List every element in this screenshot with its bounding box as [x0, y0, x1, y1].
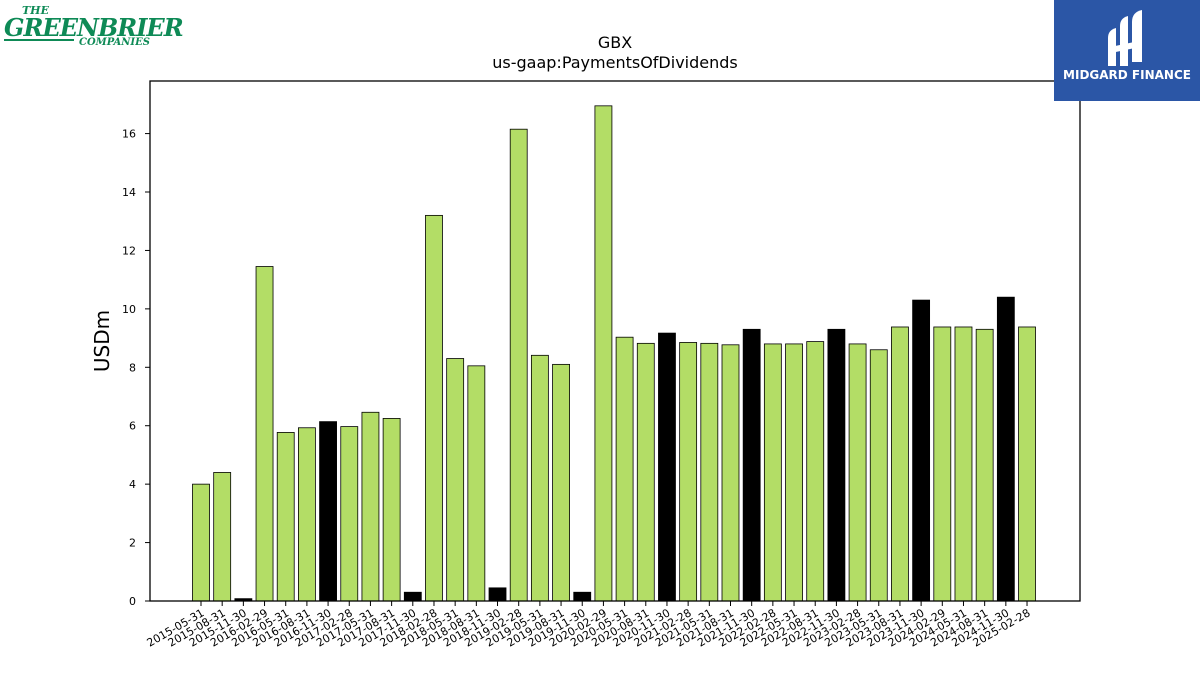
bar-2020-08-31 [636, 342, 655, 602]
y-tick-label: 4 [129, 478, 136, 491]
bar-2018-05-31 [446, 358, 465, 602]
midgard-finance-logo: MIDGARD FINANCE [1054, 0, 1200, 101]
bar-2019-02-28 [509, 128, 528, 602]
chart-subtitle: us-gaap:PaymentsOfDividends [492, 53, 737, 72]
bar-2016-11-30 [319, 421, 337, 602]
bar-2021-08-31 [721, 344, 740, 602]
greenbrier-logo: THE GREENBRIER COMPANIES [4, 4, 184, 54]
bar-2022-11-30 [827, 328, 846, 602]
midgard-finance-name: MIDGARD FINANCE [1063, 68, 1191, 82]
bar-2017-02-28 [340, 426, 359, 602]
bar-2021-11-30 [742, 328, 761, 602]
bars-group [192, 105, 1036, 602]
bar-2020-11-30 [658, 332, 676, 602]
bar-2021-02-28 [679, 342, 698, 602]
y-ticks-group: 0 2 4 6 8 10 12 14 16 [122, 128, 150, 608]
bar-2024-08-31 [975, 328, 994, 602]
bar-2017-08-31 [382, 418, 401, 602]
greenbrier-logo-companies: COMPANIES [79, 37, 150, 48]
bar-2020-02-29 [594, 105, 613, 602]
bar-2018-02-28 [425, 214, 443, 602]
greenbrier-logo-the: THE [22, 4, 49, 17]
plot-frame [149, 80, 1081, 602]
bar-2023-11-30 [912, 299, 931, 602]
greenbrier-logo-rule [4, 39, 74, 41]
bar-2018-11-30 [488, 587, 507, 602]
x-ticks-group: 2015-05-312015-08-312015-11-302016-02-29… [145, 601, 1033, 650]
bar-2023-05-31 [869, 349, 888, 602]
bar-2017-05-31 [361, 411, 380, 602]
bar-2022-08-31 [806, 341, 825, 602]
bar-2015-05-31 [192, 483, 210, 602]
bar-2023-02-28 [848, 343, 867, 602]
bar-2015-08-31 [213, 472, 232, 602]
bar-2025-02-28 [1018, 326, 1036, 602]
bar-2017-11-30 [403, 591, 422, 602]
bar-2019-11-30 [573, 591, 592, 602]
bar-2024-11-30 [996, 296, 1015, 602]
bar-2020-05-31 [615, 336, 634, 602]
bar-2018-08-31 [467, 365, 486, 602]
bar-2022-02-28 [763, 343, 782, 602]
y-tick-label: 2 [129, 537, 136, 550]
chart-title: GBX [598, 33, 632, 52]
y-tick-label: 6 [129, 420, 136, 433]
y-axis-label: USDm [90, 310, 114, 372]
bar-2019-08-31 [552, 363, 570, 602]
y-tick-label: 14 [122, 186, 136, 199]
bar-2023-08-31 [891, 326, 909, 602]
y-tick-label: 10 [122, 303, 136, 316]
bar-2016-02-29 [255, 266, 274, 602]
bar-2021-05-31 [700, 342, 719, 602]
bar-2016-08-31 [297, 427, 316, 602]
y-tick-label: 8 [129, 361, 136, 374]
midgard-mark-icon [1108, 10, 1142, 66]
bar-2024-02-29 [933, 326, 952, 602]
bar-2019-05-31 [530, 354, 549, 602]
y-tick-label: 16 [122, 128, 136, 141]
y-tick-label: 12 [122, 244, 136, 257]
greenbrier-logo-name: GREENBRIER [4, 13, 184, 42]
y-tick-label: 0 [129, 595, 136, 608]
bar-2024-05-31 [954, 326, 973, 602]
bar-2022-05-31 [785, 343, 803, 602]
bar-2016-05-31 [276, 432, 295, 602]
